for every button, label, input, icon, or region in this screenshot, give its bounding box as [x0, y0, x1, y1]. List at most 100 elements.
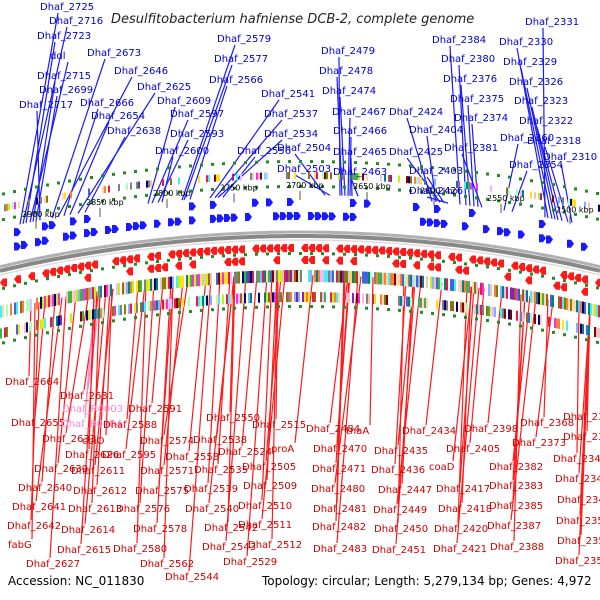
reverse-gene-arrow: [581, 287, 588, 296]
feature-block: [488, 306, 490, 317]
feature-block: [126, 183, 128, 191]
track-marker: [574, 187, 577, 191]
feature-block: [598, 327, 600, 338]
reverse-gene-arrow: [49, 267, 56, 276]
feature-block: [266, 292, 268, 303]
track-marker: [167, 191, 170, 195]
feature-block: [512, 287, 514, 300]
gene-label-reverse: Dhaf_2535: [194, 465, 248, 476]
feature-block: [82, 288, 84, 301]
track-marker: [178, 165, 181, 169]
feature-block: [116, 283, 118, 296]
track-marker: [68, 326, 71, 330]
feature-block: [568, 198, 570, 206]
top-leader-line: [426, 196, 449, 204]
track-marker: [552, 276, 555, 280]
feature-block: [366, 293, 368, 304]
feature-block: [298, 270, 300, 283]
forward-gene-arrow: [84, 214, 91, 223]
track-marker: [178, 311, 181, 315]
gene-label-reverse: Dhaf_2349: [557, 495, 600, 506]
feature-block: [308, 172, 310, 180]
forward-gene-arrow: [266, 198, 273, 207]
gene-label-forward: Dhaf_2322: [519, 116, 573, 127]
track-marker: [464, 315, 467, 319]
track-marker: [519, 202, 522, 206]
feature-block: [398, 273, 400, 286]
forward-gene-arrow: [350, 199, 357, 208]
track-marker: [266, 185, 269, 189]
track-marker: [90, 322, 93, 326]
gene-label-forward: Dhaf_2329: [503, 57, 557, 68]
gene-label-forward: Dhaf_2404: [409, 125, 463, 136]
track-marker: [596, 340, 599, 344]
feature-block: [358, 271, 360, 284]
forward-gene-arrow: [210, 200, 217, 209]
forward-gene-arrow: [567, 239, 574, 248]
feature-block: [122, 282, 124, 295]
gene-label-forward: Dhaf_2375: [450, 94, 504, 105]
feature-block: [290, 292, 292, 303]
feature-block: [598, 204, 600, 212]
gene-label-forward: Dhaf_2467: [332, 107, 386, 118]
track-marker: [387, 308, 390, 312]
feature-block: [242, 271, 244, 284]
gene-label-forward: Dhaf_2579: [217, 34, 271, 45]
feature-block: [522, 289, 524, 302]
feature-block: [380, 272, 382, 285]
reverse-gene-arrow: [350, 257, 357, 266]
feature-block: [480, 282, 482, 295]
feature-block: [452, 301, 454, 312]
gene-label-reverse: Dhaf_2480: [311, 484, 365, 495]
reverse-gene-arrow: [476, 256, 483, 265]
feature-block: [70, 313, 72, 324]
gene-label-reverse: Dhaf_2347: [553, 454, 600, 465]
feature-block: [520, 189, 522, 197]
feature-block: [100, 285, 102, 298]
feature-block: [160, 277, 162, 290]
gene-label-reverse: Dhaf_2611: [71, 466, 125, 477]
track-marker: [200, 188, 203, 192]
forward-gene-arrow: [168, 218, 175, 227]
track-marker: [398, 163, 401, 167]
gene-label-reverse: Dhaf_2335: [563, 412, 600, 423]
reverse-gene-arrow: [280, 244, 287, 253]
gene-label-forward: Dhaf_2331: [525, 17, 579, 28]
bottom-leader-line: [246, 275, 268, 557]
feature-block: [390, 273, 392, 286]
feature-block: [390, 174, 392, 182]
track-marker: [343, 160, 346, 164]
feature-block: [338, 292, 340, 303]
feature-block: [520, 311, 522, 322]
feature-block: [364, 271, 366, 284]
feature-block: [266, 172, 268, 180]
track-marker: [112, 198, 115, 202]
kbp-tick-label: 2900 kbp: [22, 210, 60, 219]
bottom-leader-line: [394, 279, 407, 465]
feature-block: [42, 296, 44, 309]
feature-block: [182, 297, 184, 308]
top-leader-line: [406, 157, 441, 203]
top-leader-line: [183, 64, 233, 201]
feature-block: [538, 292, 540, 305]
gene-label-reverse: Dhaf_2512: [248, 540, 302, 551]
track-marker: [475, 263, 478, 267]
track-marker: [277, 160, 280, 164]
feature-block: [302, 292, 304, 303]
track-marker: [585, 215, 588, 219]
feature-block: [228, 272, 230, 285]
forward-gene-arrow: [462, 222, 469, 231]
feature-block: [102, 186, 104, 194]
bottom-leader-line: [49, 296, 67, 559]
gene-label-forward: Dhaf_2465: [333, 147, 387, 158]
feature-block: [506, 286, 508, 299]
forward-gene-arrow: [175, 217, 182, 226]
feature-block: [250, 270, 252, 283]
feature-block: [494, 284, 496, 297]
feature-block: [172, 276, 174, 289]
feature-block: [516, 288, 518, 301]
feature-block: [542, 293, 544, 306]
feature-block: [56, 293, 58, 306]
feature-block: [204, 295, 206, 306]
forward-gene-arrow: [315, 212, 322, 221]
